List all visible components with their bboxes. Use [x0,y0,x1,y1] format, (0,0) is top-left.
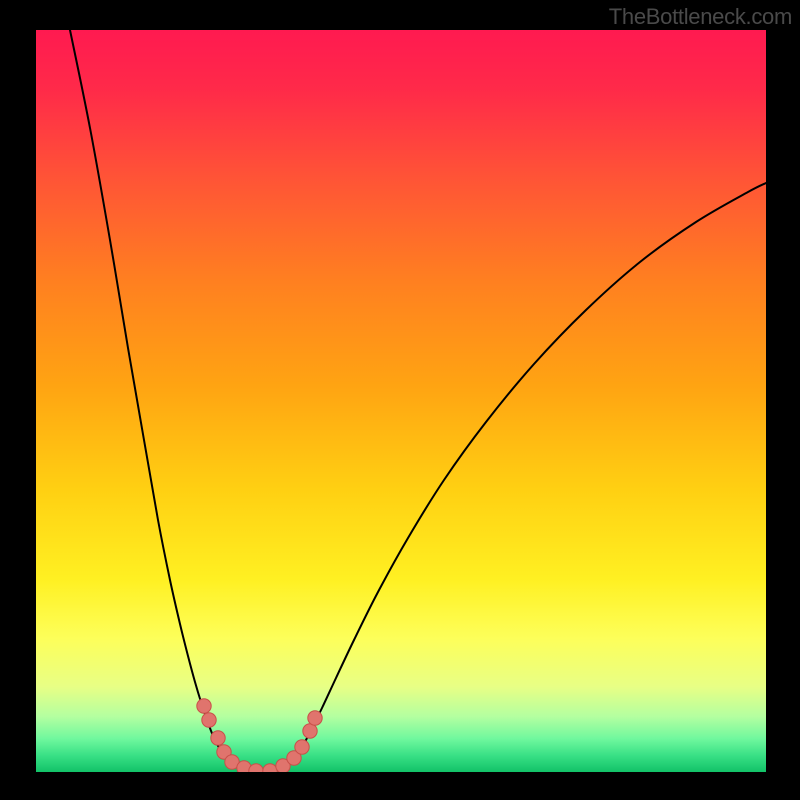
chart-stage: TheBottleneck.com [0,0,800,800]
dot-marker [202,713,216,727]
dot-marker [303,724,317,738]
dot-marker [197,699,211,713]
dot-marker [308,711,322,725]
watermark-text: TheBottleneck.com [609,4,792,30]
plot-gradient-background [36,30,766,772]
dot-marker [211,731,225,745]
dot-marker [295,740,309,754]
bottleneck-chart [0,0,800,800]
